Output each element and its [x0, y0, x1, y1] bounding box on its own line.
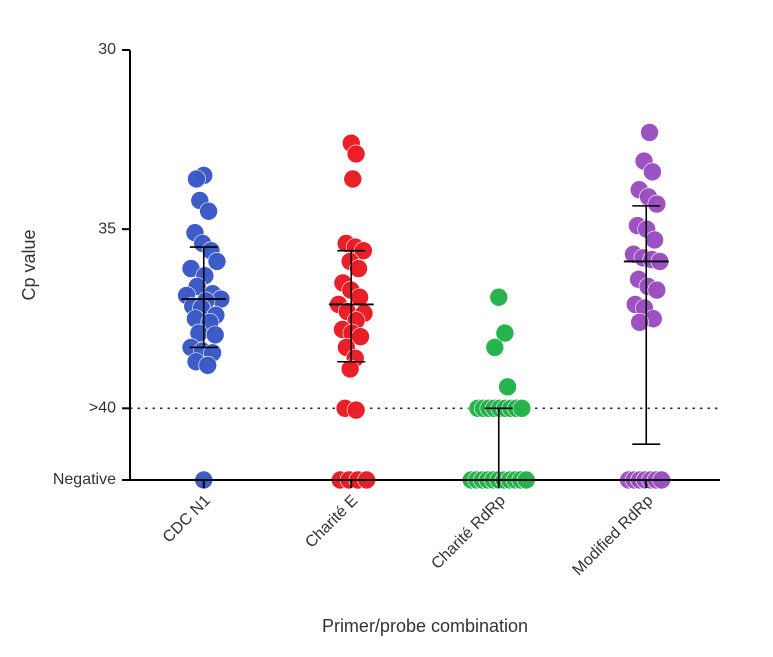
- data-point: [208, 252, 226, 270]
- y-tick-label: >40: [89, 400, 116, 417]
- data-point: [187, 170, 205, 188]
- data-point: [646, 231, 664, 249]
- data-point: [486, 338, 504, 356]
- data-point: [347, 401, 365, 419]
- chart-bg: [0, 0, 773, 657]
- data-point: [206, 326, 224, 344]
- data-point: [344, 170, 362, 188]
- data-point: [199, 356, 217, 374]
- x-axis-label: Primer/probe combination: [322, 616, 528, 636]
- y-tick-label: 30: [98, 41, 116, 58]
- data-point: [513, 399, 531, 417]
- y-tick-label: 35: [98, 220, 116, 237]
- data-point: [490, 288, 508, 306]
- data-point: [499, 378, 517, 396]
- chart-container: 3035>40NegativeCDC N1Charité ECharité Rd…: [0, 0, 773, 657]
- data-point: [643, 163, 661, 181]
- scatter-chart: 3035>40NegativeCDC N1Charité ECharité Rd…: [0, 0, 773, 657]
- y-tick-label: Negative: [53, 471, 116, 488]
- y-axis-label: Cp value: [19, 229, 39, 300]
- data-point: [347, 145, 365, 163]
- data-point: [341, 360, 359, 378]
- data-point: [200, 202, 218, 220]
- data-point: [641, 123, 659, 141]
- data-point: [350, 260, 368, 278]
- data-point: [648, 195, 666, 213]
- data-point: [648, 281, 666, 299]
